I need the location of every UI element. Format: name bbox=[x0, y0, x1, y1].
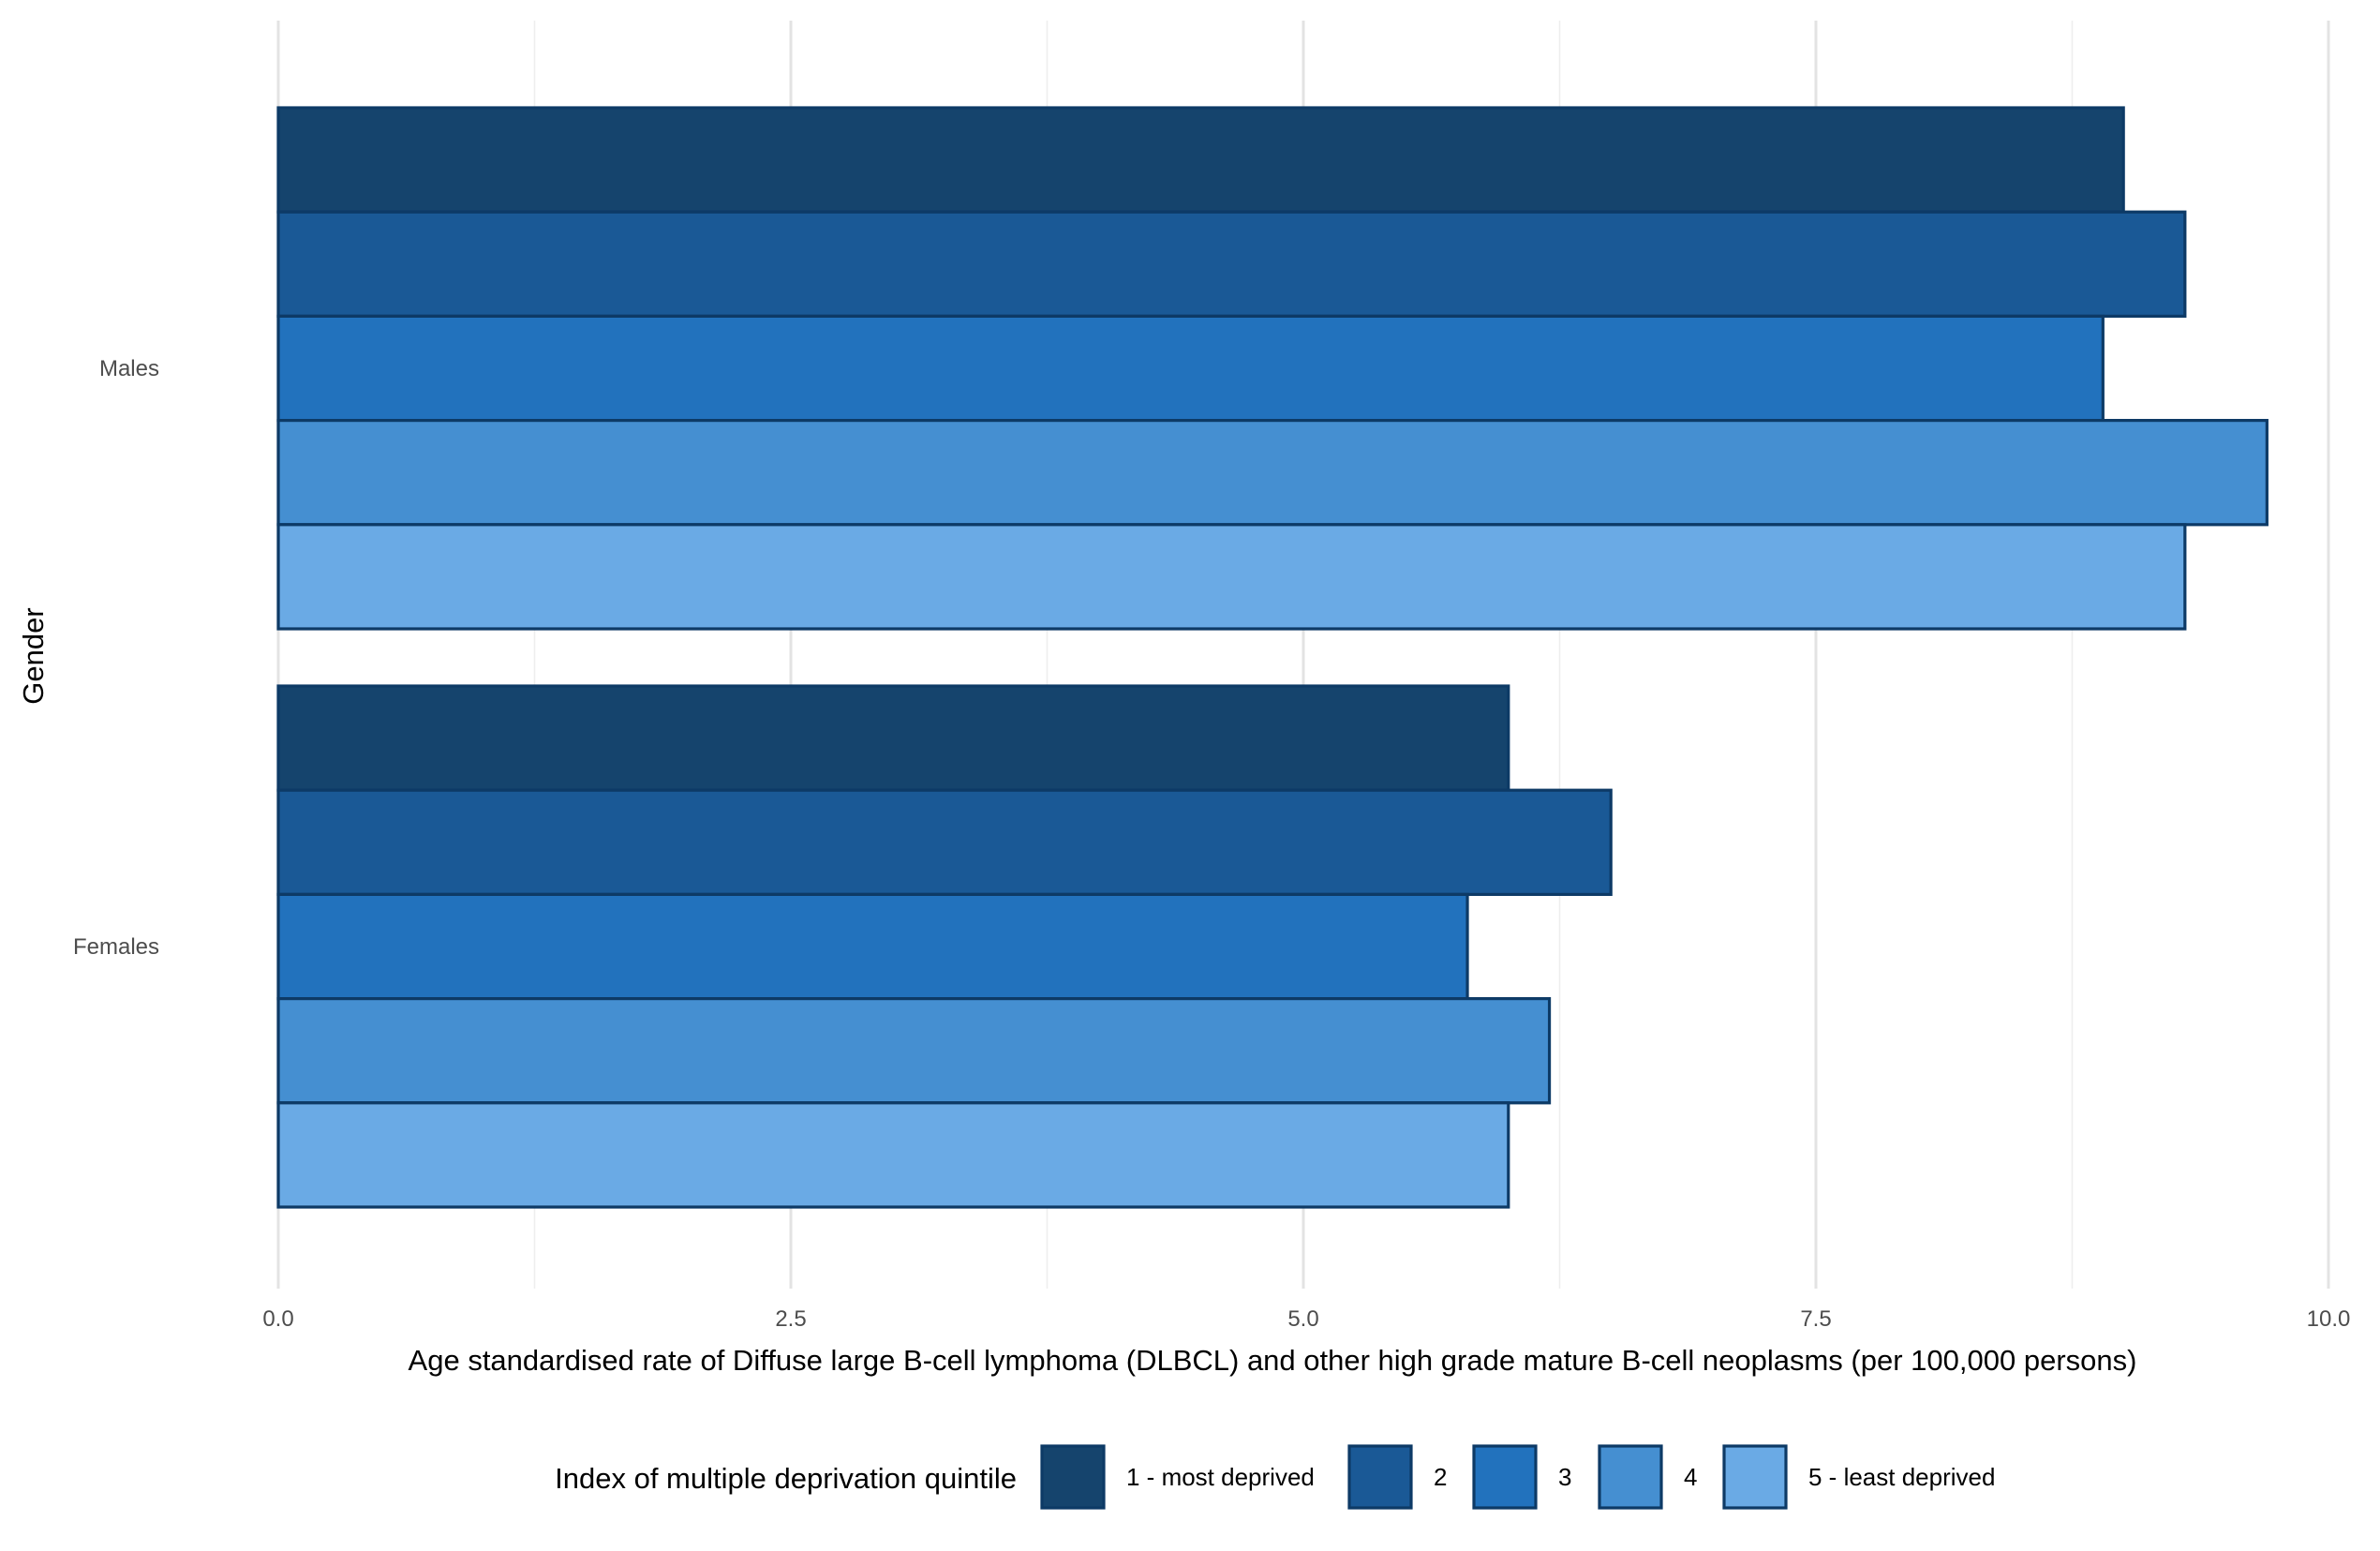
legend-label-q4: 4 bbox=[1684, 1463, 1697, 1491]
x-tick-label: 5.0 bbox=[1287, 1306, 1318, 1332]
legend-key-q4 bbox=[1598, 1444, 1663, 1510]
bar-females-q1 bbox=[276, 684, 1510, 792]
legend-label-q1: 1 - most deprived bbox=[1126, 1463, 1315, 1491]
bar-males-q4 bbox=[276, 419, 2268, 527]
x-axis-title: Age standardised rate of Diffuse large B… bbox=[409, 1344, 2137, 1377]
y-axis-title: Gender bbox=[17, 607, 50, 704]
axes: Gender Age standardised rate of Diffuse … bbox=[17, 356, 2350, 1377]
bar-males-q2 bbox=[276, 210, 2187, 318]
legend-key-q5 bbox=[1722, 1444, 1788, 1510]
x-tick-label: 2.5 bbox=[775, 1306, 806, 1332]
legend: Index of multiple deprivation quintile 1… bbox=[555, 1444, 1995, 1510]
y-tick-label-males: Males bbox=[99, 356, 159, 381]
bar-males-q5 bbox=[276, 523, 2187, 631]
legend-key-q1 bbox=[1040, 1444, 1106, 1510]
bar-females-q5 bbox=[276, 1101, 1510, 1209]
legend-label-q2: 2 bbox=[1434, 1463, 1447, 1491]
bar-males-q3 bbox=[276, 314, 2105, 423]
legend-label-q3: 3 bbox=[1558, 1463, 1571, 1491]
legend-key-q2 bbox=[1347, 1444, 1413, 1510]
bar-males-q1 bbox=[276, 106, 2125, 214]
x-tick-label: 10.0 bbox=[2307, 1306, 2351, 1332]
legend-label-q5: 5 - least deprived bbox=[1808, 1463, 1995, 1491]
bar-females-q3 bbox=[276, 892, 1469, 1001]
y-tick-label-females: Females bbox=[73, 934, 159, 960]
bar-females-q4 bbox=[276, 996, 1552, 1105]
legend-key-q3 bbox=[1472, 1444, 1538, 1510]
x-tick-label: 0.0 bbox=[262, 1306, 293, 1332]
bars bbox=[276, 106, 2268, 1209]
legend-title: Index of multiple deprivation quintile bbox=[555, 1462, 1017, 1495]
x-tick-label: 7.5 bbox=[1800, 1306, 1831, 1332]
bar-females-q2 bbox=[276, 788, 1613, 897]
